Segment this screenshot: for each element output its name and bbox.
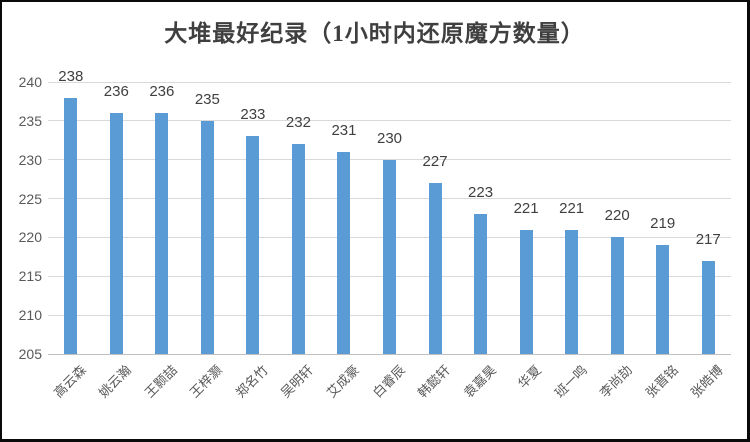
bar <box>291 144 305 354</box>
bar-value-label: 221 <box>513 199 539 217</box>
bar <box>155 113 169 354</box>
bar-value-label: 235 <box>194 90 220 108</box>
gridline-240 <box>48 81 731 83</box>
y-tick-label: 235 <box>18 112 42 129</box>
bar-value-label: 223 <box>468 184 494 202</box>
bar <box>383 159 396 354</box>
chart-title: 大堆最好纪录（1小时内还原魔方数量） <box>164 21 585 46</box>
bar-value-label: 230 <box>376 129 403 147</box>
bar <box>656 245 670 354</box>
bar <box>610 237 624 354</box>
bar-value-label: 219 <box>650 215 676 233</box>
bar-value-label: 236 <box>149 83 175 101</box>
gridline-230 <box>48 159 731 161</box>
bar-value-label: 233 <box>240 106 266 124</box>
bar-value-label: 232 <box>285 114 311 132</box>
bar <box>246 136 260 354</box>
bar <box>474 214 488 354</box>
bar-value-label: 220 <box>604 207 630 225</box>
y-tick-label: 205 <box>18 346 42 362</box>
bar-value-label: 231 <box>331 121 357 139</box>
bar-value-label: 221 <box>559 199 585 217</box>
plot-area: 205 210 215 220 225 230 235 240 238 236 236 235 233… <box>19 68 731 400</box>
bar <box>64 97 78 354</box>
gridline-235 <box>48 120 731 122</box>
bar <box>519 229 533 354</box>
bar <box>109 113 123 354</box>
bar <box>565 229 579 354</box>
y-tick-label: 230 <box>18 151 42 168</box>
y-tick-label: 215 <box>18 268 42 285</box>
bar-value-label: 227 <box>422 153 448 171</box>
bar-value-label: 236 <box>103 83 129 101</box>
y-tick-label: 210 <box>18 307 42 324</box>
y-tick-label: 220 <box>18 229 42 246</box>
bar <box>701 260 715 354</box>
bar <box>200 120 214 354</box>
bar <box>428 183 442 354</box>
gridline-205 <box>48 353 731 355</box>
bar <box>337 151 351 354</box>
bar-value-label: 238 <box>58 67 84 85</box>
y-tick-label: 225 <box>18 190 42 207</box>
bar-value-label: 217 <box>695 230 721 248</box>
y-tick-label: 240 <box>18 74 42 90</box>
